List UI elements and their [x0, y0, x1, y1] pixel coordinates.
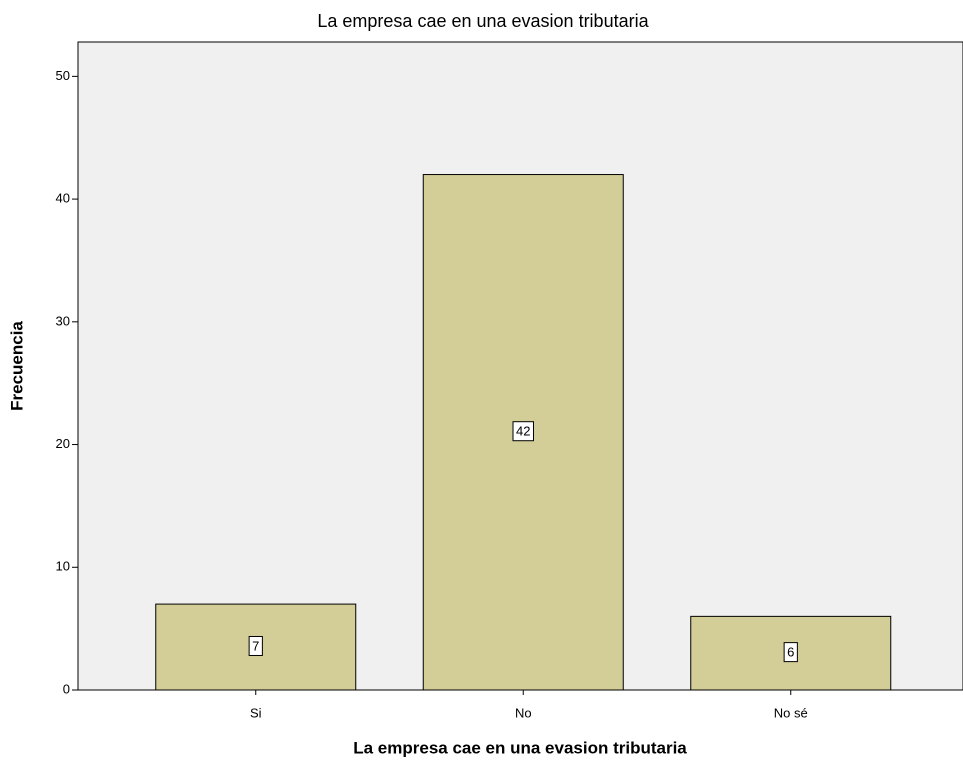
x-tick-label: Si [250, 705, 262, 720]
y-tick-label: 0 [63, 681, 70, 696]
y-tick-label: 10 [56, 559, 70, 574]
y-tick-label: 40 [56, 191, 70, 206]
value-label: 6 [787, 645, 794, 660]
x-tick-label: No [515, 705, 532, 720]
x-axis-title: La empresa cae en una evasion tributaria [353, 738, 687, 757]
x-tick-label: No sé [774, 705, 808, 720]
value-label: 7 [252, 638, 259, 653]
y-tick-label: 20 [56, 436, 70, 451]
value-label-box [783, 642, 798, 663]
chart-title: La empresa cae en una evasion tributaria [317, 11, 649, 31]
value-label: 42 [516, 424, 530, 439]
value-label-box [512, 421, 534, 442]
value-label-box [248, 635, 263, 656]
y-tick-label: 50 [56, 68, 70, 83]
y-tick-label: 30 [56, 313, 70, 328]
y-axis-title: Frecuencia [7, 321, 26, 411]
